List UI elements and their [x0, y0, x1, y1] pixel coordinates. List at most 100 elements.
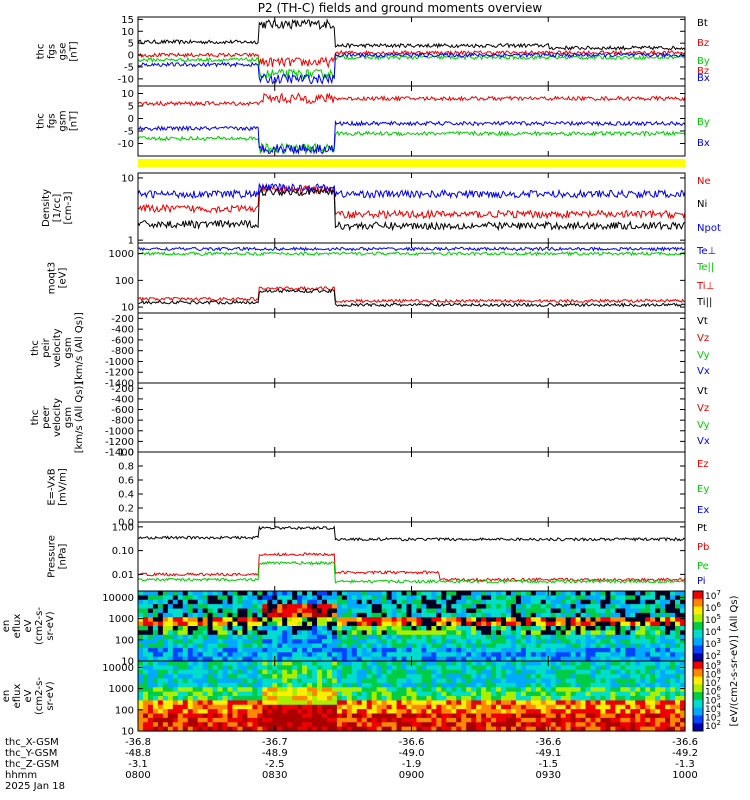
spectrogram-cell: [401, 665, 408, 671]
spectrogram-cell: [346, 630, 353, 636]
spectrogram-cell: [461, 612, 467, 618]
spectrogram-cell: [222, 661, 229, 666]
spectrogram-cell: [565, 661, 572, 666]
legend-Ey: Ey: [697, 484, 709, 495]
spectrogram-cell: [560, 717, 567, 723]
spectrogram-cell: [192, 709, 199, 715]
spectrogram-cell: [227, 608, 234, 614]
spectrogram-cell: [182, 682, 189, 688]
spectrogram-cell: [640, 608, 646, 614]
spectrogram-cell: [396, 612, 403, 618]
spectrogram-cell: [182, 595, 189, 601]
spectrogram-cell: [555, 591, 562, 596]
spectrogram-cell: [580, 599, 587, 605]
spectrogram-cell: [307, 639, 313, 645]
spectrogram-cell: [570, 643, 577, 649]
spectrogram-cell: [530, 639, 537, 645]
spectrogram-cell: [272, 626, 278, 631]
spectrogram-cell: [152, 682, 159, 688]
spectrogram-cell: [630, 599, 636, 605]
spectrogram-cell: [187, 604, 194, 610]
spectrogram-cell: [277, 630, 283, 636]
spectrogram-cell: [227, 709, 234, 715]
spectrogram-cell: [615, 643, 621, 649]
spectrogram-cell: [317, 604, 323, 610]
spectrogram-cell: [182, 674, 189, 680]
spectrogram-cell: [630, 691, 636, 697]
spectrogram-cell: [217, 709, 224, 715]
spectrogram-cell: [356, 599, 363, 605]
spectrogram-cell: [356, 656, 363, 662]
spectrogram-cell: [272, 665, 278, 671]
spectrogram-cell: [336, 722, 343, 728]
spectrogram-cell: [466, 678, 472, 684]
spectrogram-cell: [665, 709, 671, 715]
spectrogram-cell: [287, 704, 293, 710]
spectrogram-cell: [356, 617, 363, 623]
spectrogram-cell: [680, 696, 686, 701]
spectrogram-cell: [207, 656, 214, 662]
spectrogram-cell: [366, 665, 373, 671]
spectrogram-cell: [471, 626, 477, 631]
spectrogram-cell: [481, 696, 487, 701]
spectrogram-cell: [550, 669, 557, 675]
spectrogram-cell: [530, 643, 537, 649]
spectrogram-cell: [287, 639, 293, 645]
spectrogram-cell: [555, 621, 562, 627]
spectrogram-cell: [202, 652, 209, 658]
spectrogram-cell: [247, 661, 253, 666]
spectrogram-cell: [635, 604, 641, 610]
spectrogram-cell: [446, 665, 452, 671]
spectrogram-cell: [446, 647, 452, 653]
spectrogram-cell: [466, 669, 472, 675]
spectrogram-cell: [232, 726, 239, 732]
spectrogram-cell: [680, 682, 686, 688]
spectrogram-cell: [505, 691, 512, 697]
spectrogram-cell: [645, 617, 651, 623]
spectrogram-cell: [381, 696, 388, 701]
spectrogram-cell: [451, 661, 457, 666]
spectrogram-cell: [237, 634, 244, 640]
spectrogram-cell: [491, 595, 497, 601]
spectrogram-cell: [545, 717, 552, 723]
spectrogram-cell: [396, 665, 403, 671]
spectrogram-cell: [421, 630, 428, 636]
spectrogram-cell: [655, 713, 661, 719]
spectrogram-cell: [272, 639, 278, 645]
spectrogram-cell: [510, 669, 517, 675]
spectrogram-cell: [630, 678, 636, 684]
spectrogram-cell: [456, 621, 462, 627]
spectrogram-cell: [496, 617, 502, 623]
spectrogram-cell: [406, 696, 413, 701]
spectrogram-cell: [396, 608, 403, 614]
spectrogram-cell: [187, 691, 194, 697]
spectrogram-cell: [317, 665, 323, 671]
spectrogram-cell: [595, 647, 602, 653]
spectrogram-cell: [446, 709, 452, 715]
spectrogram-cell: [515, 639, 522, 645]
spectrogram-cell: [222, 704, 229, 710]
spectrogram-cell: [267, 595, 273, 601]
spectrogram-cell: [356, 669, 363, 675]
spectrogram-cell: [326, 661, 333, 666]
spectrogram-cell: [292, 643, 298, 649]
spectrogram-cell: [540, 626, 547, 631]
spectrogram-cell: [550, 682, 557, 688]
spectrogram-cell: [152, 674, 159, 680]
spectrogram-cell: [476, 704, 482, 710]
legend-By: By: [697, 56, 710, 67]
spectrogram-cell: [595, 704, 602, 710]
legend-Vz: Vz: [697, 333, 709, 344]
spectrogram-cell: [346, 639, 353, 645]
spectrogram-cell: [282, 669, 288, 675]
spectrogram-cell: [605, 626, 612, 631]
spectrogram-cell: [307, 621, 313, 627]
spectrogram-cell: [510, 704, 517, 710]
spectrogram-cell: [515, 713, 522, 719]
spectrogram-cell: [172, 608, 179, 614]
spectrogram-cell: [481, 604, 487, 610]
spectrogram-cell: [640, 630, 646, 636]
spectrogram-cell: [142, 599, 149, 605]
spectrogram-cell: [431, 630, 437, 636]
spectrogram-cell: [356, 726, 363, 732]
